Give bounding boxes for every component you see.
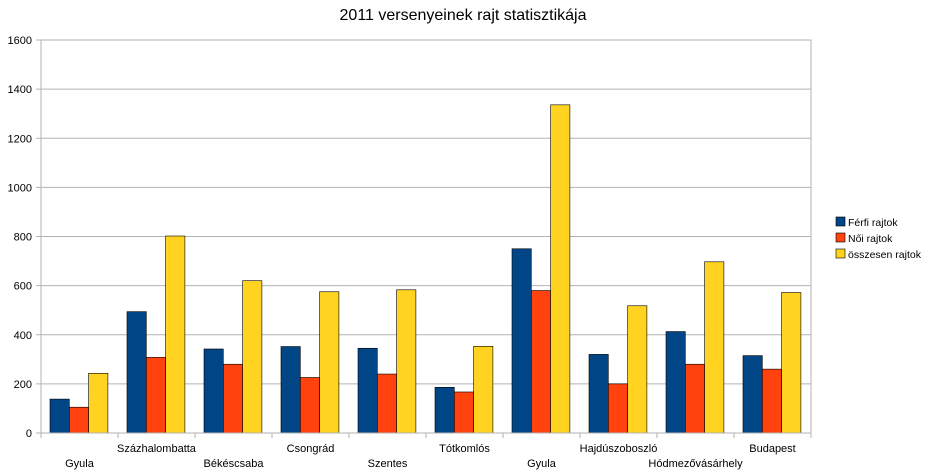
legend-label-1: Női rajtok: [848, 233, 893, 245]
bar-0-2: [203, 348, 224, 434]
x-tick-label: Tótkomlós: [439, 443, 490, 455]
legend-swatch-1: [835, 232, 846, 243]
bar-1-1: [146, 357, 166, 434]
x-axis-ticks: Gyula Százhalombatta Békéscsaba Csongrád Sze…: [40, 433, 812, 470]
legend-swatch-2: [835, 248, 846, 259]
legend-label-2: összesen rajtok: [848, 249, 922, 261]
bar-2-5: [473, 345, 494, 434]
bar-2-2: [242, 280, 263, 434]
bar-2-3: [319, 291, 340, 434]
bar-1-2: [223, 363, 243, 434]
bar-0-1: [126, 311, 147, 434]
y-tick-label: 0: [26, 428, 32, 440]
bar-0-4: [357, 347, 378, 434]
y-tick-label: 1200: [8, 133, 32, 145]
y-tick-label: 200: [14, 379, 32, 391]
y-axis-ticks: 0 200 400 600 800 1000 1200 1400 1600: [8, 35, 41, 440]
y-tick-label: 1400: [8, 84, 32, 96]
bars: [49, 104, 802, 434]
legend-label-0: Férfi rajtok: [848, 217, 898, 229]
bar-1-6: [530, 290, 551, 434]
legend: Férfi rajtok Női rajtok összesen rajtok: [835, 216, 922, 261]
bar-1-7: [607, 383, 628, 434]
x-tick-label: Csongrád: [287, 443, 335, 455]
bar-0-7: [588, 354, 609, 434]
bar-1-0: [69, 406, 89, 434]
y-tick-label: 1600: [8, 35, 32, 47]
x-tick-label: Hajdúszoboszló: [580, 443, 658, 455]
bar-1-9: [761, 368, 782, 434]
x-tick-label: Gyula: [65, 458, 95, 470]
x-tick-label: Békéscsaba: [204, 458, 265, 470]
bar-2-7: [627, 305, 648, 434]
x-tick-label: Budapest: [749, 443, 795, 455]
bar-1-8: [684, 363, 705, 434]
bar-2-8: [704, 261, 725, 434]
y-tick-label: 1000: [8, 182, 32, 194]
bar-0-6: [511, 248, 532, 434]
bar-2-9: [781, 292, 802, 434]
bar-0-0: [49, 398, 70, 434]
bar-0-5: [434, 387, 455, 434]
bar-2-1: [165, 235, 186, 434]
x-tick-label: Hódmezővásárhely: [648, 458, 743, 470]
x-tick-label: Szentes: [368, 458, 408, 470]
bar-2-4: [396, 289, 417, 434]
chart-title: 2011 versenyeinek rajt statisztikája: [340, 7, 587, 24]
bar-2-0: [88, 373, 109, 434]
bar-0-8: [665, 331, 686, 434]
bar-0-9: [742, 355, 763, 434]
y-tick-label: 800: [14, 232, 32, 244]
bar-1-3: [299, 377, 320, 434]
bar-2-6: [550, 104, 571, 434]
legend-swatch-0: [835, 216, 846, 227]
bar-0-3: [280, 346, 301, 434]
y-tick-label: 600: [14, 281, 32, 293]
x-tick-label: Gyula: [527, 458, 557, 470]
bar-1-5: [453, 391, 474, 434]
y-tick-label: 400: [14, 330, 32, 342]
bar-1-4: [376, 373, 397, 434]
x-tick-label: Százhalombatta: [117, 443, 197, 455]
